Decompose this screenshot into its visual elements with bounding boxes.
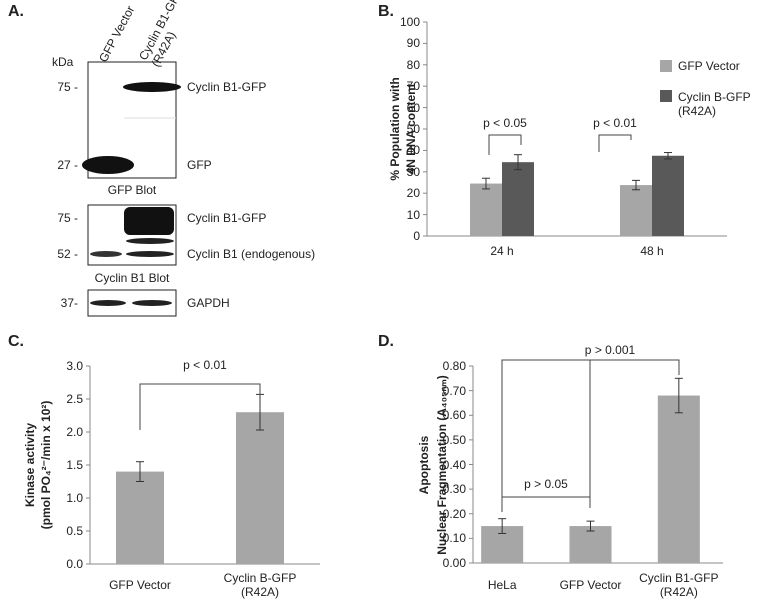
y-tick-label: 100: [399, 15, 420, 29]
y-axis-title: Apoptosis: [417, 435, 431, 494]
bracket: [139, 383, 261, 430]
y-tick-label: 0.0: [66, 557, 83, 571]
band-label: Cyclin B1 (endogenous): [187, 247, 316, 261]
annotation: p < 0.01: [593, 116, 637, 130]
kda-marker: 75 -: [57, 211, 78, 225]
y-tick-label: 0: [413, 229, 420, 243]
y-tick-label: 90: [406, 36, 420, 51]
y-axis-title: Nuclear Fragmentation (A₄₀₅ₙₘ): [435, 374, 449, 555]
band: [132, 300, 172, 306]
kda-label: kDa: [52, 55, 74, 69]
bracket: [488, 134, 522, 155]
y-tick-label: 20: [406, 186, 420, 201]
panel-label: C.: [8, 333, 24, 350]
annotation: p < 0.01: [183, 358, 227, 372]
legend-label: GFP Vector: [678, 59, 740, 73]
blot-images: [82, 61, 181, 317]
band-label: Cyclin B1-GFP: [187, 211, 267, 225]
error-bar: [498, 518, 507, 534]
band-label: GFP: [187, 158, 212, 172]
x-tick-label: Cyclin B-GFP (R42A): [223, 571, 297, 599]
kda-marker: 27 -: [57, 158, 78, 172]
y-tick-label: 0.70: [442, 383, 466, 398]
y-tick-label: 0.20: [442, 506, 466, 521]
error-bar: [136, 461, 144, 482]
error-bar: [664, 152, 672, 160]
error-bar: [482, 177, 490, 190]
error-bar: [586, 520, 595, 532]
error-bar: [632, 179, 640, 191]
y-tick-label: 0.60: [442, 408, 466, 423]
annotation: p > 0.05: [524, 477, 568, 491]
x-tick-label: Cyclin B1-GFP (R42A): [639, 571, 719, 599]
bar: [116, 471, 164, 564]
y-axis-title: (pmol PO₄²⁻/min x 10²): [39, 400, 53, 530]
y-tick-label: 0.5: [66, 524, 83, 538]
bar: [657, 395, 700, 563]
kda-marker: 52 -: [57, 247, 78, 261]
band: [126, 238, 174, 244]
bar: [236, 412, 284, 564]
error-bar: [514, 154, 522, 171]
y-tick-label: 1.0: [66, 491, 83, 505]
y-tick-label: 60: [406, 100, 420, 115]
y-tick-label: 0.10: [442, 531, 466, 546]
bar: [620, 185, 652, 236]
band: [124, 207, 174, 235]
blot-title: GFP Blot: [107, 183, 157, 197]
error-bar: [674, 377, 683, 414]
y-tick-label: 1.5: [66, 458, 83, 472]
legend-swatch: [660, 60, 672, 72]
y-tick-label: 30: [406, 164, 420, 179]
y-tick-label: 80: [406, 57, 420, 72]
blot-title: Cyclin B1 Blot: [94, 271, 170, 285]
y-tick-label: 40: [406, 143, 420, 158]
band-label: GAPDH: [187, 296, 230, 310]
band: [82, 156, 134, 174]
panel-label: A.: [8, 3, 24, 20]
y-tick-label: 0.30: [442, 482, 466, 497]
bracket: [501, 496, 591, 505]
bar: [502, 162, 534, 236]
x-tick-label: 24 h: [490, 244, 514, 258]
kda-marker: 37-: [60, 296, 78, 310]
annotation: p < 0.05: [483, 116, 527, 130]
y-axis-title: % Population with: [388, 77, 402, 181]
y-tick-label: 50: [406, 122, 420, 136]
x-tick-label: GFP Vector: [109, 578, 171, 592]
band: [123, 82, 181, 92]
bracket: [598, 134, 632, 152]
bar: [470, 183, 502, 236]
y-tick-label: 0.40: [442, 457, 466, 472]
y-axis-title: 4N DNA content: [404, 83, 418, 175]
band: [126, 251, 174, 257]
y-tick-label: 70: [406, 79, 420, 94]
annotation: p > 0.001: [584, 343, 636, 357]
y-tick-label: 0.00: [442, 556, 466, 570]
y-tick-label: 0.50: [442, 432, 466, 447]
y-tick-label: 10: [406, 207, 420, 222]
legend-label: Cyclin B-GFP (R42A): [678, 90, 751, 118]
y-tick-label: 0.80: [442, 359, 466, 373]
kda-marker: 75 -: [57, 80, 78, 94]
band: [90, 300, 126, 306]
panel-label: D.: [378, 333, 394, 350]
bar: [652, 155, 684, 236]
x-tick-label: HeLa: [487, 578, 517, 592]
y-tick-label: 2.5: [66, 392, 83, 406]
x-tick-label: GFP Vector: [559, 578, 622, 592]
legend-swatch: [660, 90, 672, 102]
bar: [569, 526, 612, 563]
y-tick-label: 2.0: [66, 425, 83, 439]
y-axis-title: Kinase activity: [23, 422, 37, 508]
y-tick-label: 3.0: [66, 359, 83, 373]
x-tick-label: 48 h: [640, 244, 664, 258]
band-label: Cyclin B1-GFP: [187, 80, 267, 94]
panel-label: B.: [378, 3, 394, 20]
band: [90, 251, 122, 257]
